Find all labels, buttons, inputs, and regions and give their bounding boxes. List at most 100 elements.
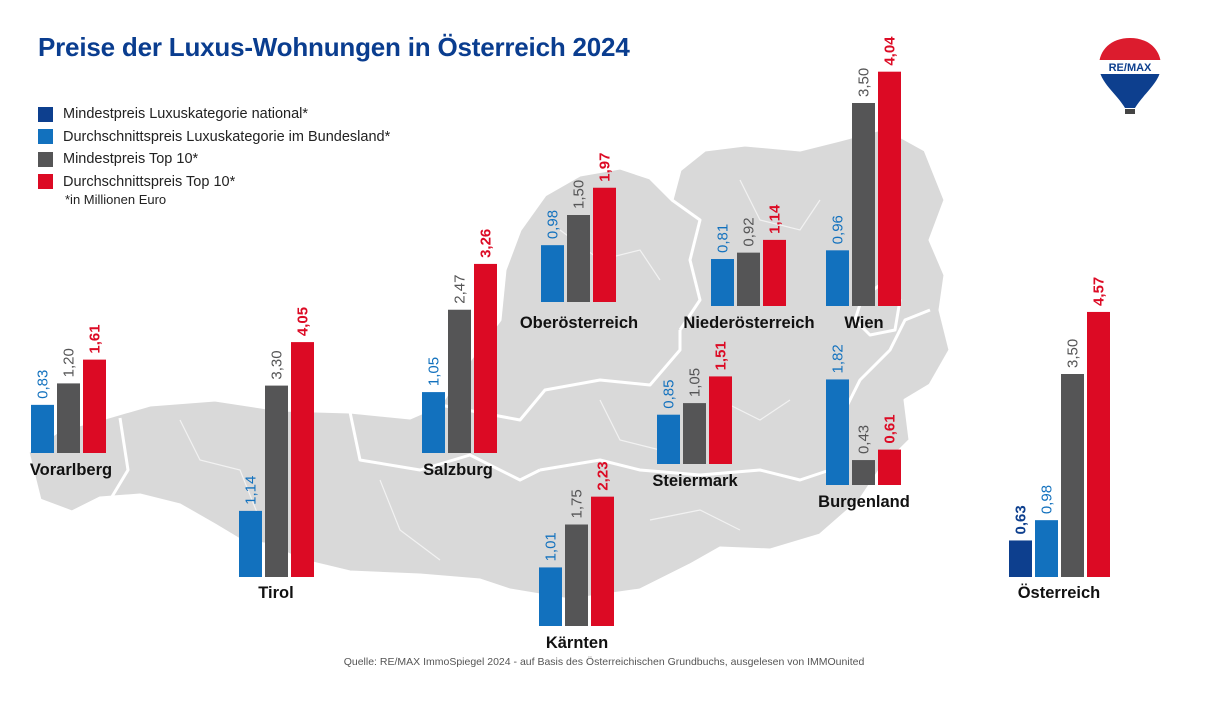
data-label: 1,05: [426, 357, 443, 386]
bar: [763, 239, 786, 306]
legend-item: Mindestpreis Luxuskategorie national*: [38, 103, 390, 126]
data-label: 0,61: [882, 414, 899, 443]
data-label: 3,30: [269, 350, 286, 379]
data-label: 1,50: [571, 180, 588, 209]
bar-group: 0,98 1,50 1,97 Oberösterreich: [520, 153, 638, 332]
border-line: [539, 458, 831, 482]
border-line: [108, 417, 130, 501]
bar: [878, 449, 901, 485]
data-label: 1,51: [713, 341, 730, 370]
bar: [1035, 520, 1058, 577]
border-line: [348, 411, 541, 482]
data-label: 2,47: [452, 275, 469, 304]
data-label: 1,97: [597, 153, 614, 182]
legend: Mindestpreis Luxuskategorie national* Du…: [38, 103, 390, 193]
bar-group: 1,05 2,47 3,26 Salzburg: [422, 229, 497, 479]
region-label: Niederösterreich: [683, 314, 814, 332]
legend-label: Mindestpreis Luxuskategorie national*: [63, 106, 309, 123]
legend-label: Durchschnittspreis Top 10*: [63, 173, 236, 190]
data-label: 3,26: [478, 229, 495, 258]
bar: [826, 379, 849, 485]
region-label: Wien: [844, 314, 883, 332]
legend-swatch-top10-avg: [38, 174, 53, 190]
legend-label: Mindestpreis Top 10*: [63, 151, 199, 168]
bar: [83, 359, 106, 453]
data-label: 0,85: [661, 379, 678, 408]
page-title: Preise der Luxus-Wohnungen in Österreich…: [38, 32, 630, 62]
border-line: [439, 330, 682, 422]
data-label: 4,04: [882, 36, 899, 66]
bar-group: 0,83 1,20 1,61 Vorarlberg: [30, 324, 112, 479]
bar: [852, 103, 875, 306]
legend-swatch-state-avg: [38, 129, 53, 145]
bar: [737, 252, 760, 306]
data-label: 3,50: [856, 68, 873, 97]
district-line: [739, 179, 821, 231]
data-label: 1,75: [569, 489, 586, 518]
bar: [826, 250, 849, 306]
data-label: 1,14: [767, 204, 784, 234]
legend-item: Durchschnittspreis Top 10*: [38, 171, 390, 194]
data-label: 1,14: [243, 476, 260, 505]
bar: [709, 376, 732, 464]
data-label: 0,98: [1039, 485, 1056, 514]
logo-text: RE/MAX: [1109, 62, 1152, 74]
data-label: 0,92: [741, 217, 758, 246]
bar: [1087, 311, 1110, 577]
data-label: 2,23: [595, 461, 612, 490]
legend-item: Durchschnittspreis Luxuskategorie im Bun…: [38, 126, 390, 149]
region-label: Vorarlberg: [30, 461, 112, 479]
region-label: Steiermark: [652, 472, 738, 490]
bar: [567, 215, 590, 302]
legend-swatch-top10-min: [38, 151, 53, 167]
bar-group: 0,85 1,05 1,51 Steiermark: [652, 341, 738, 490]
legend-label: Durchschnittspreis Luxuskategorie im Bun…: [63, 128, 391, 145]
data-label: 4,57: [1091, 277, 1108, 306]
region-label: Salzburg: [423, 461, 493, 479]
bar: [422, 392, 445, 453]
data-label: 1,82: [830, 344, 847, 373]
bar: [1061, 374, 1084, 577]
bar: [591, 496, 614, 626]
bar-group: 0,96 3,50 4,04 Wien: [826, 36, 901, 332]
data-label: 0,81: [715, 224, 732, 253]
bar: [565, 524, 588, 626]
legend-swatch-national-min: [38, 106, 53, 122]
bar: [852, 460, 875, 485]
region-label: Burgenland: [818, 493, 910, 511]
border-line: [671, 198, 702, 331]
region-label: Oberösterreich: [520, 314, 638, 332]
region-label: Tirol: [258, 584, 293, 602]
district-line: [719, 399, 791, 421]
bar: [657, 414, 680, 464]
bar: [1009, 540, 1032, 577]
bar: [474, 263, 497, 453]
bar: [539, 567, 562, 626]
bar-group: 0,63 0,98 3,50 4,57 Österreich: [1009, 277, 1110, 602]
data-label: 1,61: [87, 324, 104, 353]
district-line: [379, 479, 441, 561]
bar: [265, 385, 288, 577]
bar: [291, 342, 314, 577]
region-label: Kärnten: [546, 634, 608, 652]
bar: [31, 404, 54, 453]
unit-note: *in Millionen Euro: [65, 192, 167, 207]
source-note: Quelle: RE/MAX ImmoSpiegel 2024 - auf Ba…: [343, 656, 865, 668]
region-label: Österreich: [1018, 583, 1101, 602]
bar: [878, 71, 901, 307]
data-label: 3,50: [1065, 339, 1082, 368]
bar: [541, 245, 564, 302]
bar: [239, 510, 262, 577]
bar-group: 1,82 0,43 0,61 Burgenland: [818, 344, 910, 511]
data-label: 1,05: [687, 368, 704, 397]
bar-group: 1,01 1,75 2,23 Kärnten: [539, 461, 614, 652]
district-line: [649, 509, 741, 531]
data-label: 0,43: [856, 425, 873, 454]
legend-item: Mindestpreis Top 10*: [38, 148, 390, 171]
data-label: 1,20: [61, 348, 78, 377]
district-line: [599, 399, 661, 451]
data-label: 0,63: [1013, 505, 1030, 534]
bar: [57, 383, 80, 453]
data-label: 0,96: [830, 215, 847, 244]
